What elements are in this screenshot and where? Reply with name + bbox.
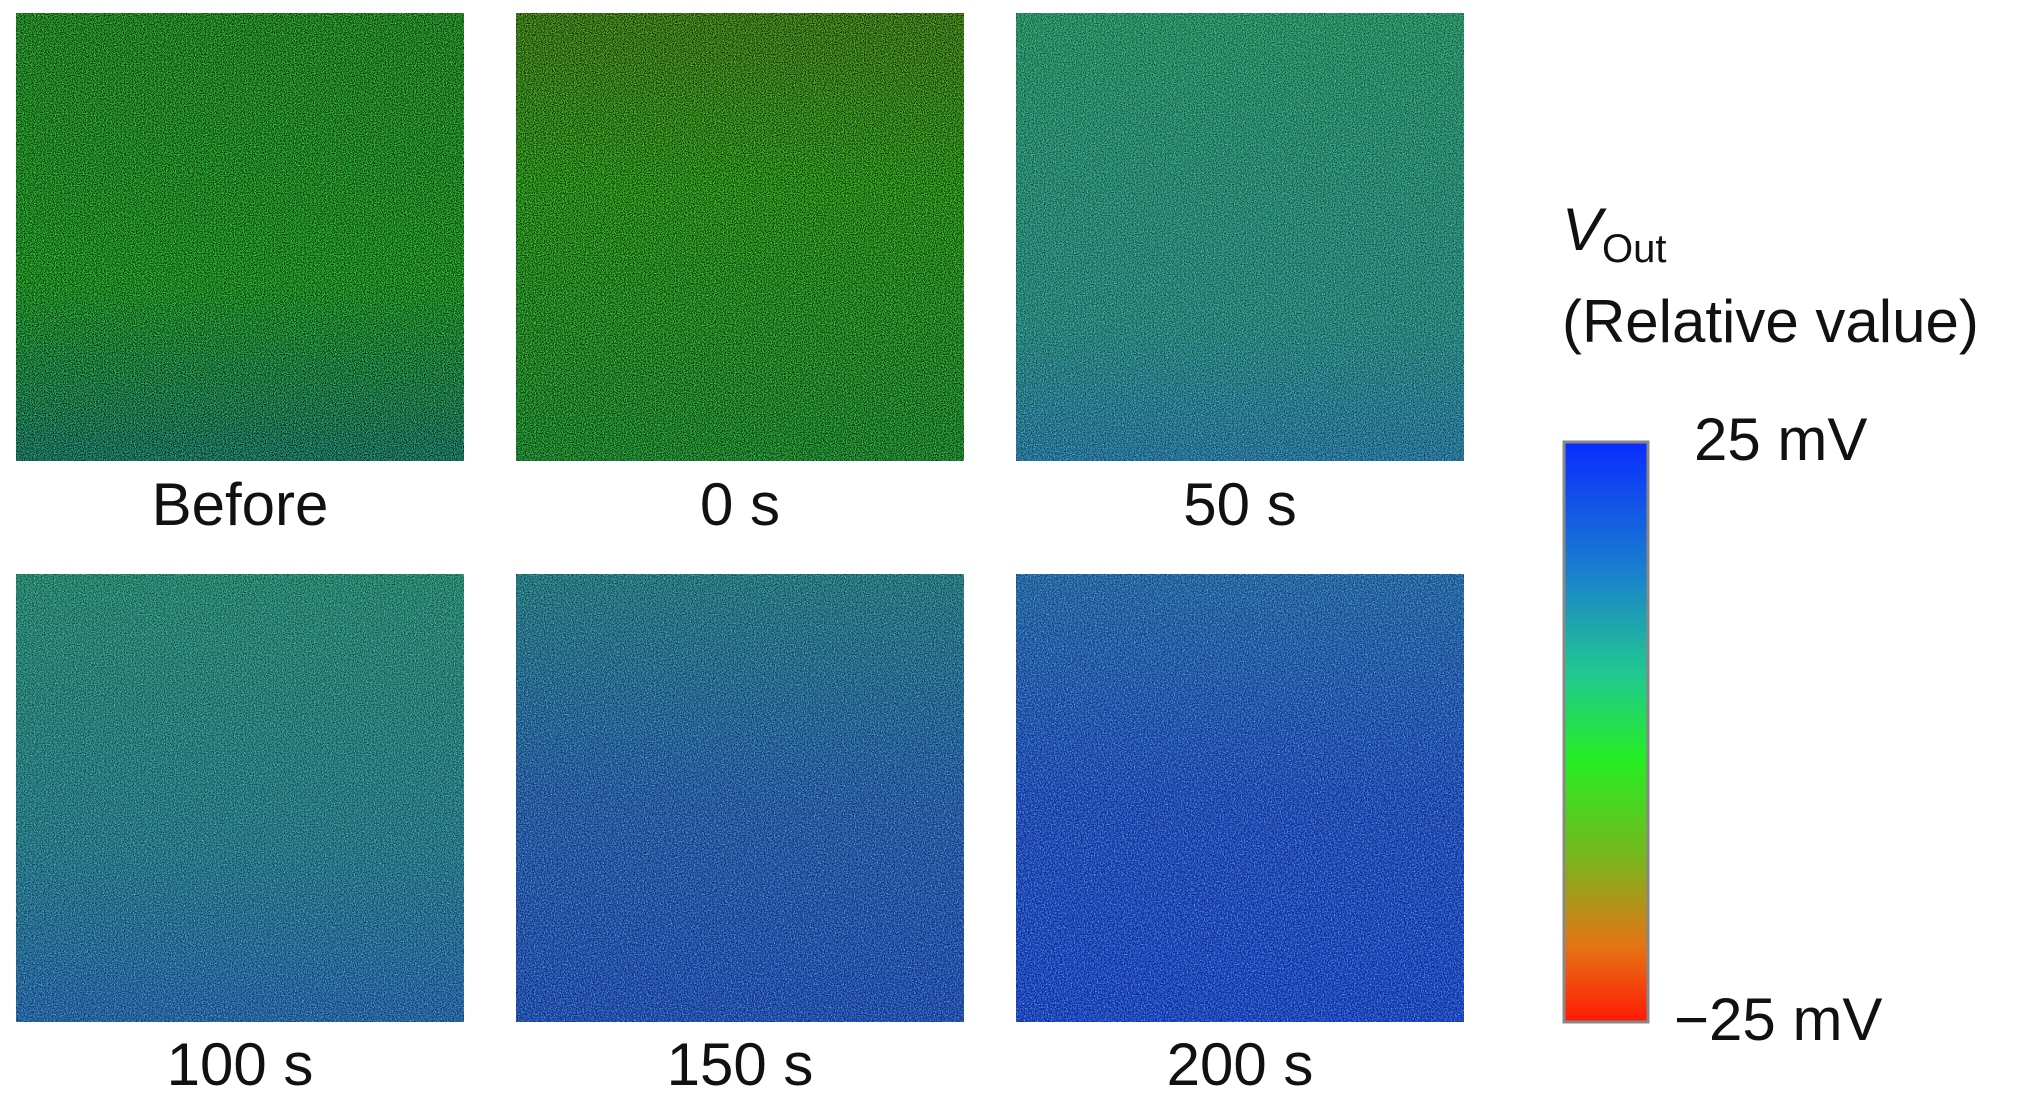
panel: 50 s	[1016, 13, 1464, 538]
panel-label: 150 s	[667, 1031, 814, 1096]
panel-label: 50 s	[1183, 471, 1296, 538]
texture	[516, 574, 964, 1022]
texture	[16, 574, 464, 1022]
texture	[1016, 574, 1464, 1022]
colorbar-subtitle: (Relative value)	[1562, 288, 1979, 355]
max-label: 25 mV	[1694, 406, 1867, 473]
panel-label: 0 s	[700, 471, 780, 538]
min-label: −25 mV	[1674, 986, 1882, 1053]
panel: 0 s	[516, 13, 964, 538]
subscript: Out	[1602, 227, 1666, 271]
panel: 100 s	[16, 574, 464, 1096]
panel-label: Before	[152, 471, 329, 538]
color-scale	[1562, 440, 1650, 1024]
texture	[516, 13, 964, 461]
symbol: V	[1562, 196, 1607, 263]
colorbar: VOut (Relative value) 25 mV −25 mV	[1562, 196, 1979, 1053]
panel-label: 100 s	[167, 1031, 314, 1096]
panel: Before	[16, 13, 464, 538]
panel: 200 s	[1016, 574, 1464, 1096]
panel-label: 200 s	[1167, 1031, 1314, 1096]
texture	[16, 13, 464, 461]
colorbar-title: VOut	[1562, 196, 1667, 271]
panel: 150 s	[516, 574, 964, 1096]
texture	[1016, 13, 1464, 461]
